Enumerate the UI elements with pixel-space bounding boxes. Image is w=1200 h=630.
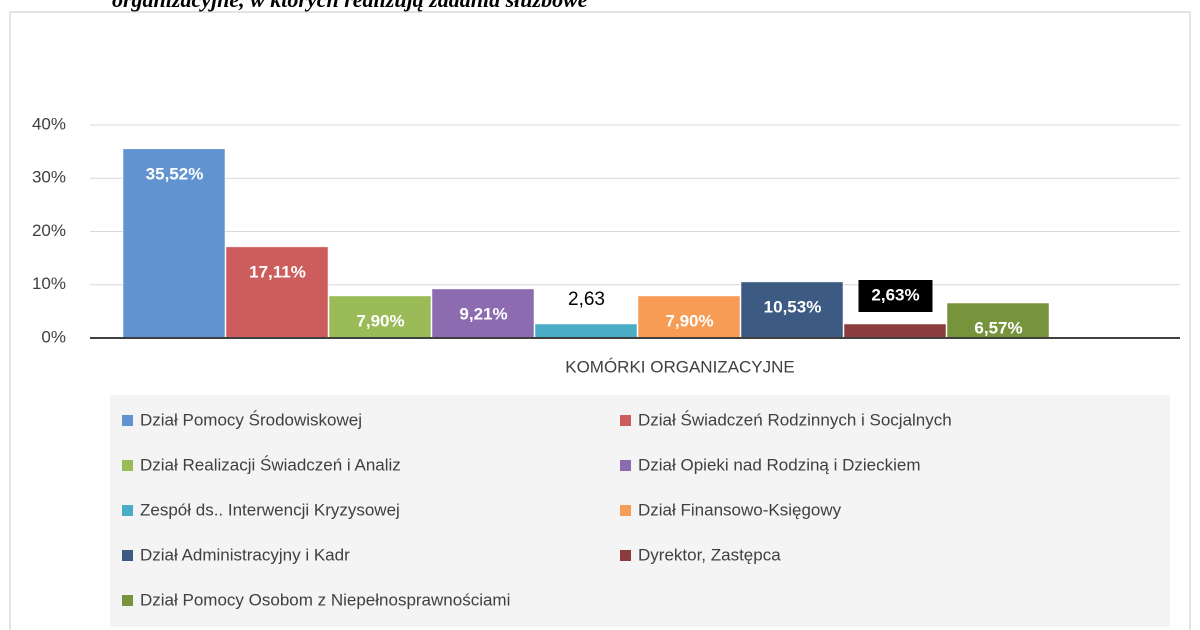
legend-box [110,395,1170,627]
data-label: 6,57% [974,318,1022,337]
legend-label: Dyrektor, Zastępca [638,545,781,564]
bar [431,288,535,339]
legend-label: Dział Realizacji Świadczeń i Analiz [140,455,401,474]
data-label: 17,11% [249,262,306,281]
legend-label: Dział Pomocy Środowiskowej [140,410,362,429]
data-label-box [858,279,933,312]
legend-swatch [122,415,133,426]
x-axis-label: KOMÓRKI ORGANIZACYJNE [565,357,795,376]
legend-swatch [122,505,133,516]
legend-label: Dział Świadczeń Rodzinnych i Socjalnych [638,410,952,429]
data-label: 2,63 [568,289,605,310]
legend-label: Dział Pomocy Osobom z Niepełnosprawności… [140,590,510,609]
legend-swatch [620,505,631,516]
bar [534,323,638,339]
y-tick-label: 40% [32,114,66,133]
data-label: 7,90% [665,311,713,330]
legend-label: Zespół ds.. Interwencji Kryzysowej [140,500,400,519]
legend-swatch [122,550,133,561]
legend-swatch [620,460,631,471]
y-tick-label: 20% [32,221,66,240]
legend-label: Dział Opieki nad Rodziną i Dzieckiem [638,455,921,474]
bar [946,302,1050,339]
legend-swatch [122,595,133,606]
data-label: 7,90% [356,311,404,330]
chart-title: organizacyjne, w których realizują zadan… [112,0,588,12]
bar [328,295,432,339]
data-label: 35,52% [146,164,204,183]
y-tick-label: 30% [32,168,66,187]
bar [740,281,844,339]
data-label: 9,21% [459,304,507,323]
data-label: 10,53% [764,297,822,316]
bar [843,323,947,339]
legend-swatch [122,460,133,471]
legend-swatch [620,415,631,426]
y-tick-label: 10% [32,274,66,293]
legend-label: Dział Administracyjny i Kadr [140,545,350,564]
data-label: 2,63% [871,285,919,304]
y-tick-label: 0% [41,327,66,346]
bar [225,246,329,339]
legend-label: Dział Finansowo-Księgowy [638,500,842,519]
legend-swatch [620,550,631,561]
bar [637,295,741,339]
bar [122,148,226,339]
